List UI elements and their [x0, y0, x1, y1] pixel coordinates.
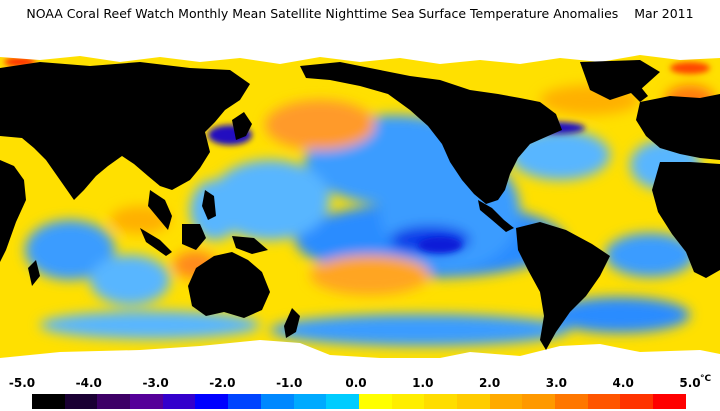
south-america: [516, 222, 610, 350]
new-zealand: [284, 308, 300, 338]
legend-tick: -1.0: [276, 376, 303, 390]
colorbar-swatch: [587, 394, 621, 409]
color-legend: -5.0 -4.0 -3.0 -2.0 -1.0 0.0 1.0 2.0 3.0 4.0 5.0 °…: [0, 372, 720, 411]
legend-tick: 2.0: [478, 376, 501, 390]
legend-unit: °C: [700, 374, 712, 384]
legend-tick: -3.0: [142, 376, 169, 390]
legend-tick: -2.0: [209, 376, 236, 390]
map-title: NOAA Coral Reef Watch Monthly Mean Satel…: [0, 6, 720, 21]
colorbar-swatch: [162, 394, 196, 409]
colorbar: [32, 394, 686, 409]
north-america: [300, 62, 562, 204]
sumatra: [140, 228, 172, 256]
legend-tick: 1.0: [412, 376, 434, 390]
legend-tick: 5.0: [679, 376, 701, 390]
landmasses: [0, 60, 720, 350]
date-label: Mar 2011: [634, 6, 694, 21]
africa: [652, 162, 720, 278]
australia: [188, 252, 270, 318]
antarctica-ice: [0, 340, 720, 370]
sst-anomaly-map: [0, 40, 720, 370]
colorbar-swatch: [358, 394, 392, 409]
colorbar-swatch: [293, 394, 327, 409]
uk-iceland: [630, 86, 648, 102]
legend-tick: -5.0: [8, 376, 36, 390]
colorbar-swatch: [522, 394, 555, 409]
colorbar-swatch: [456, 394, 490, 409]
philippines: [202, 190, 216, 220]
colorbar-swatch: [64, 394, 98, 409]
colorbar-swatch: [620, 394, 654, 409]
colorbar-swatch: [489, 394, 523, 409]
colorbar-swatch: [326, 394, 359, 409]
colorbar-swatch: [555, 394, 588, 409]
legend-tick: 0.0: [345, 376, 367, 390]
madagascar: [28, 260, 40, 286]
japan: [232, 112, 252, 140]
legend-tick: -4.0: [75, 376, 102, 390]
central-america: [478, 200, 514, 232]
colorbar-swatch: [391, 394, 425, 409]
colorbar-swatch: [32, 394, 65, 409]
africa-east-arabia: [0, 160, 26, 262]
colorbar-swatch: [260, 394, 294, 409]
colorbar-swatch: [228, 394, 261, 409]
new-guinea: [232, 236, 268, 254]
colorbar-swatch: [653, 394, 686, 409]
borneo: [182, 224, 206, 250]
legend-tick: 3.0: [545, 376, 568, 390]
title-text: NOAA Coral Reef Watch Monthly Mean Satel…: [26, 6, 619, 21]
colorbar-swatch: [424, 394, 457, 409]
arctic-ice: [0, 40, 720, 64]
colorbar-swatch: [97, 394, 131, 409]
eurasia-east: [0, 62, 250, 200]
colorbar-swatch: [195, 394, 229, 409]
europe: [636, 94, 720, 160]
indochina: [148, 190, 172, 230]
legend-tick: 4.0: [612, 376, 634, 390]
colorbar-swatch: [130, 394, 163, 409]
